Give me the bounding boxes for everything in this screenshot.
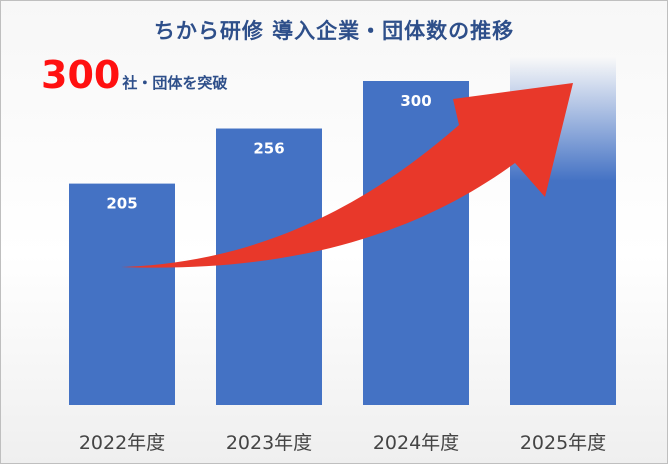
bar-2023年度 xyxy=(216,128,322,405)
headline-badge: 300 社・団体を突破 xyxy=(41,53,227,97)
data-label: 300 xyxy=(400,92,431,110)
x-tick-label: 2022年度 xyxy=(79,432,165,454)
growth-arrow xyxy=(121,83,573,268)
chart-title: ちから研修 導入企業・団体数の推移 xyxy=(153,19,515,43)
headline-number: 300 xyxy=(41,53,121,97)
x-tick-label: 2025年度 xyxy=(520,432,606,454)
headline-text: 社・団体を突破 xyxy=(122,74,228,92)
data-label: 256 xyxy=(253,140,284,158)
data-label: 205 xyxy=(106,195,137,213)
x-tick-label: 2023年度 xyxy=(226,432,312,454)
x-tick-label: 2024年度 xyxy=(373,432,459,454)
bar-2024年度 xyxy=(363,81,469,405)
bar-2022年度 xyxy=(69,183,175,405)
bar-2025年度 xyxy=(510,181,616,405)
